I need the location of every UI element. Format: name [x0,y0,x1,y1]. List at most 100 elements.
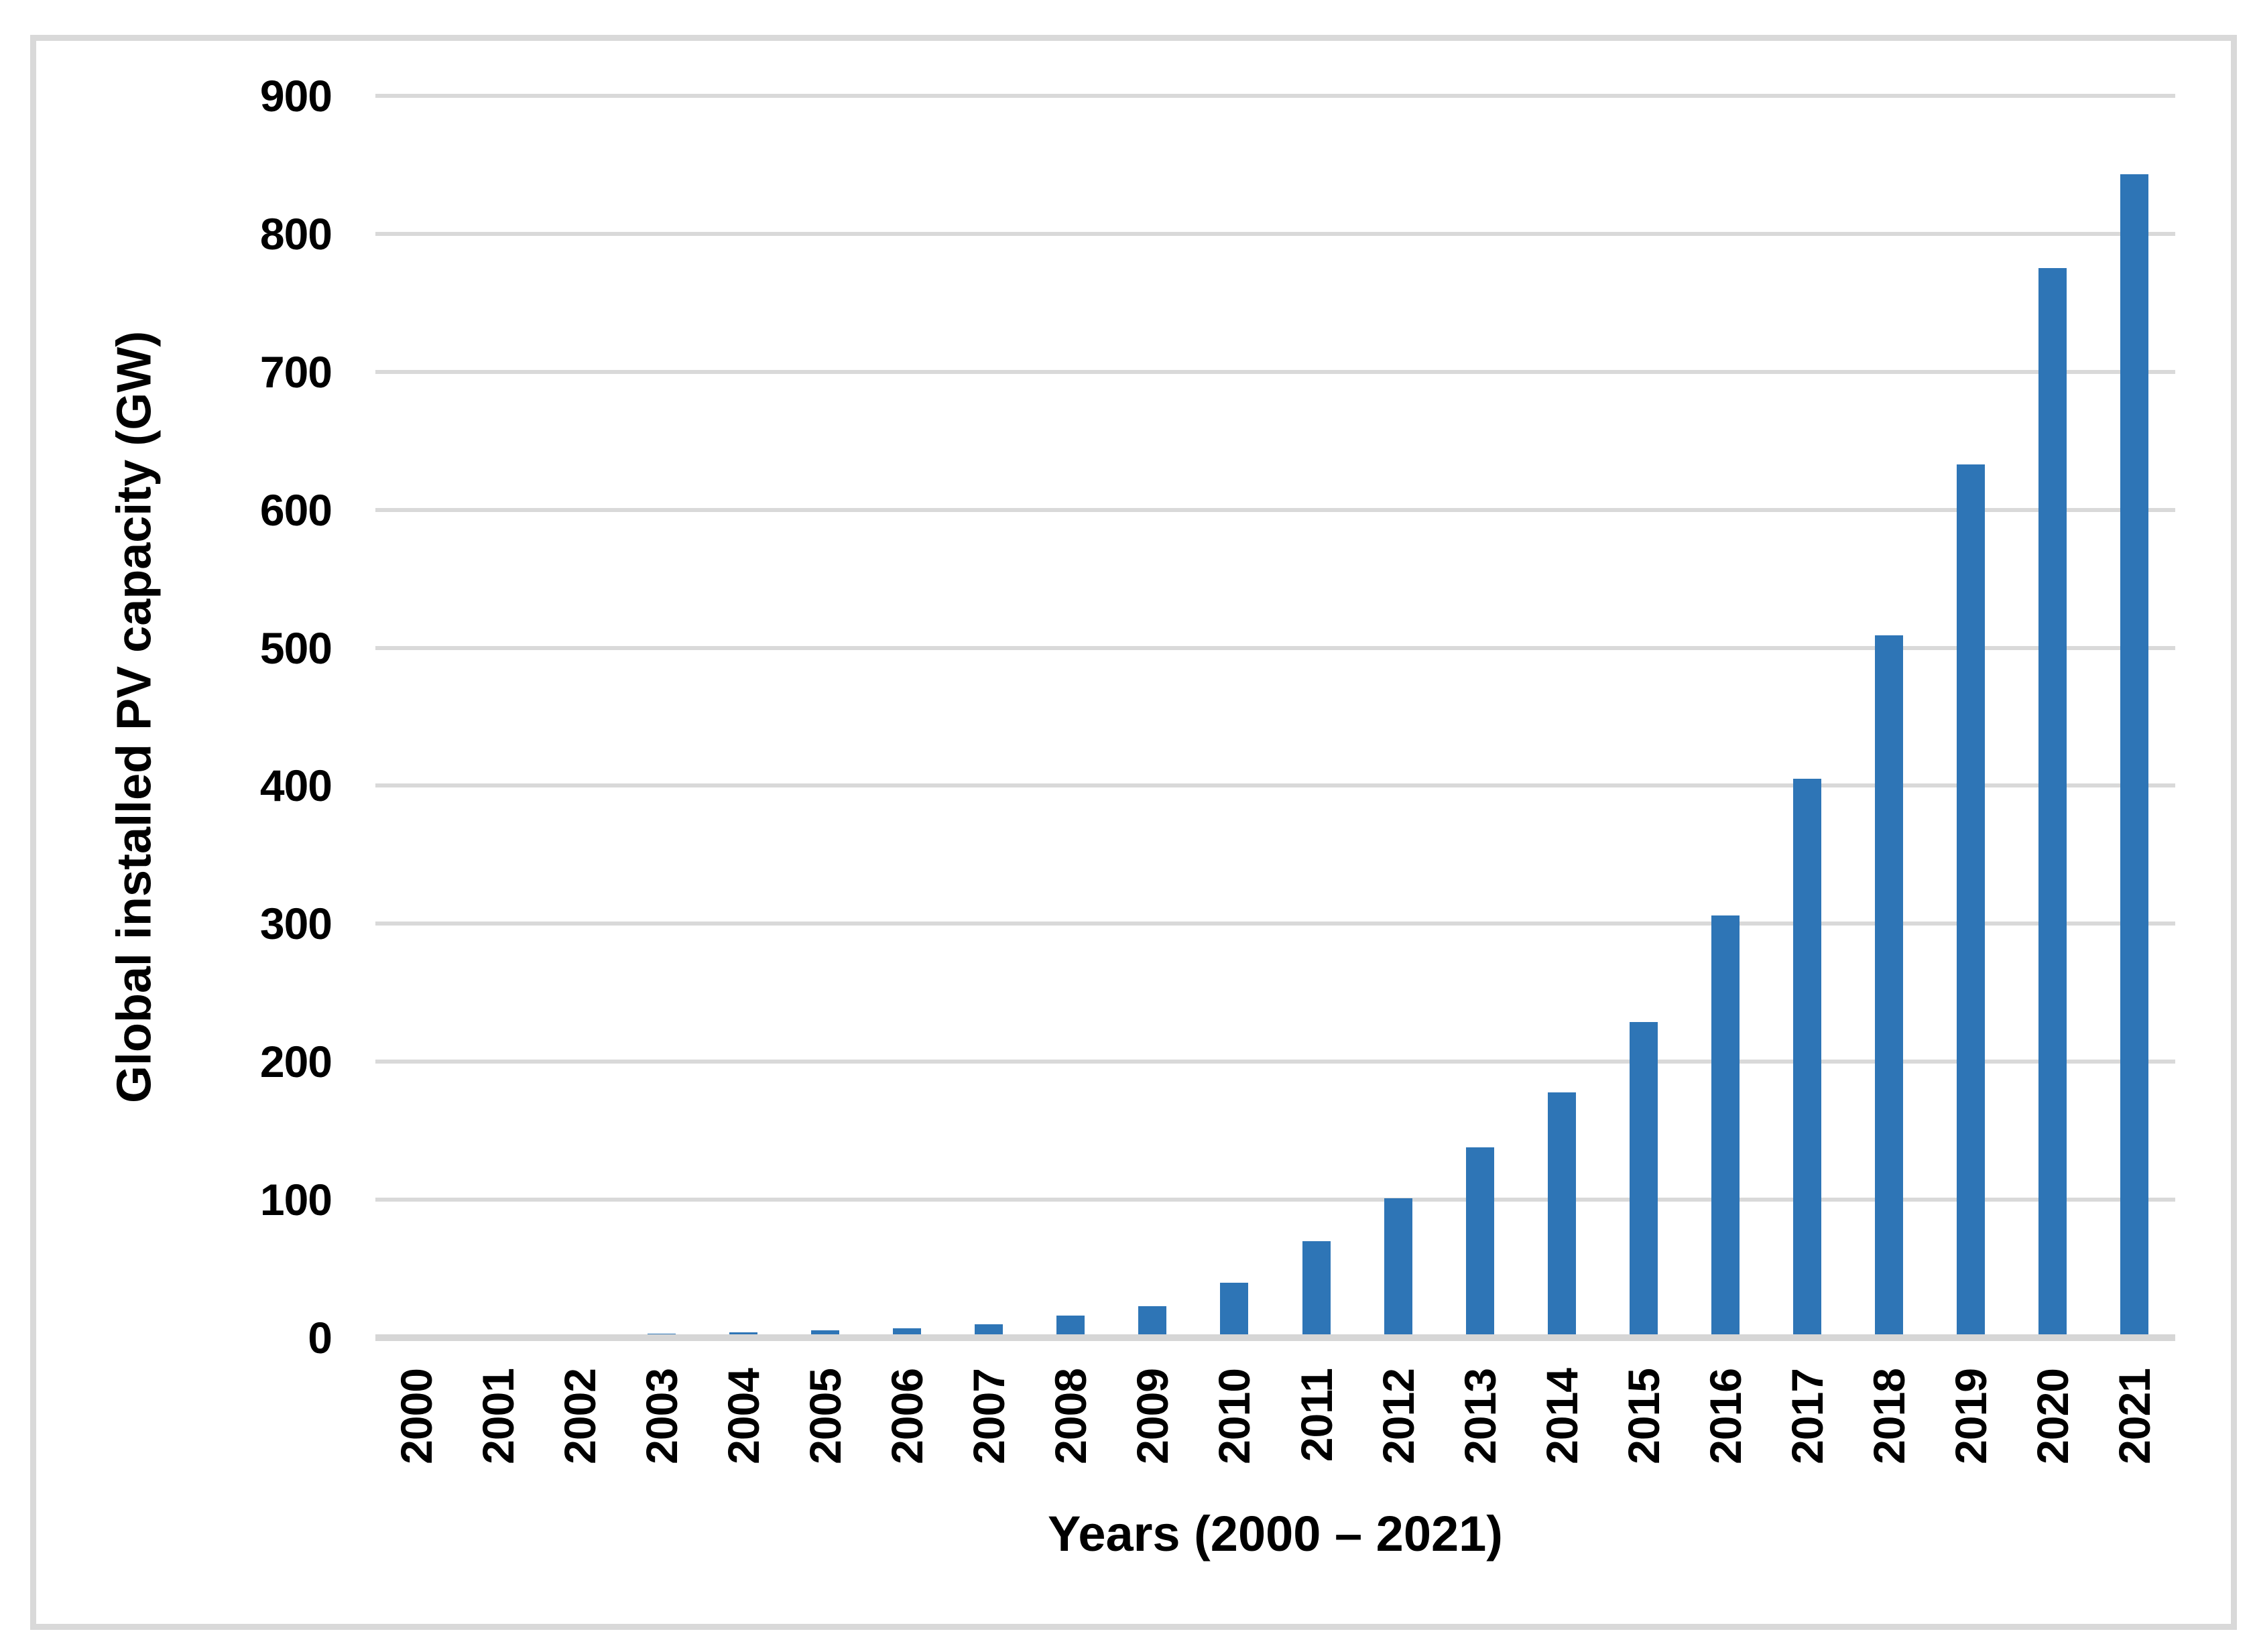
x-tick-label: 2015 [1618,1369,1668,1464]
bar [1384,1198,1412,1338]
x-tick-label: 2012 [1373,1369,1423,1464]
bar-slot [1111,96,1193,1338]
y-tick-label: 800 [259,208,332,259]
bar-slot [784,96,866,1338]
bar [1220,1282,1249,1338]
bar [1711,915,1740,1338]
bar-slot [703,96,784,1338]
x-axis-line [375,1334,2175,1341]
x-tick-slot: 2008 [1030,1369,1111,1492]
x-tick-slot: 2013 [1439,1369,1521,1492]
x-tick-label: 2013 [1455,1369,1505,1464]
x-tick-slot: 2004 [703,1369,784,1492]
bar [2038,268,2067,1338]
chart-frame [30,35,2237,1630]
y-gridline [375,645,2175,650]
x-tick-label: 2016 [1700,1369,1750,1464]
y-tick-label: 100 [259,1175,332,1225]
y-tick-label: 600 [259,485,332,535]
y-gridline [375,922,2175,926]
bar-slot [2093,96,2175,1338]
x-tick-slot: 2009 [1111,1369,1193,1492]
y-gridline [375,94,2175,98]
y-tick-label: 700 [259,346,332,397]
x-tick-slot: 2011 [1276,1369,1357,1492]
x-tick-label: 2002 [555,1369,605,1464]
x-tick-label: 2005 [800,1369,851,1464]
bar [1956,464,1985,1338]
bar-slot [1439,96,1521,1338]
x-tick-label: 2018 [1864,1369,1914,1464]
bar [2120,174,2148,1338]
bar [1138,1306,1167,1338]
x-tick-slot: 2001 [457,1369,539,1492]
bar-slot [375,96,457,1338]
x-tick-slot: 2014 [1521,1369,1603,1492]
y-gridline [375,369,2175,374]
x-axis-tick-labels: 2000 2001 2002 2003 2004 2005 2006 2007 2008 2009… [375,1369,2175,1492]
bar [1302,1241,1331,1338]
bar [1056,1316,1085,1338]
y-gridline [375,231,2175,236]
bar-slot [621,96,703,1338]
y-tick-label: 500 [259,623,332,673]
bar-slot [866,96,948,1338]
x-tick-slot: 2018 [1848,1369,1930,1492]
x-tick-label: 2000 [391,1369,442,1464]
plot-area [375,94,2175,1341]
x-tick-label: 2007 [964,1369,1014,1464]
bar-slot [2012,96,2093,1338]
x-tick-slot: 2017 [1766,1369,1848,1492]
x-tick-label: 2020 [2027,1369,2077,1464]
x-tick-label: 2001 [473,1369,524,1464]
bar-slot [1357,96,1439,1338]
y-tick-label: 400 [259,761,332,811]
x-tick-slot: 2002 [539,1369,621,1492]
y-tick-label: 900 [259,71,332,121]
bar [1547,1092,1576,1338]
bar-slot [1766,96,1848,1338]
y-tick-label: 200 [259,1037,332,1087]
x-tick-slot: 2021 [2093,1369,2175,1492]
x-tick-label: 2011 [1291,1369,1341,1462]
x-tick-label: 2008 [1046,1369,1096,1464]
bar-slot [1030,96,1111,1338]
y-tick-label: 300 [259,899,332,949]
x-tick-slot: 2005 [784,1369,866,1492]
y-axis-tick-labels: 0 100 200 300 400 500 600 700 800 900 [0,74,332,1360]
bar-slot [1193,96,1275,1338]
x-tick-slot: 2019 [1930,1369,2012,1492]
x-tick-slot: 2020 [2012,1369,2093,1492]
x-tick-label: 2009 [1128,1369,1178,1464]
x-tick-label: 2017 [1782,1369,1832,1464]
y-gridline [375,1198,2175,1202]
bar-slot [539,96,621,1338]
y-tick-label: 0 [308,1313,332,1362]
x-tick-label: 2010 [1209,1369,1260,1464]
bar-slot [1603,96,1685,1338]
x-tick-slot: 2000 [375,1369,457,1492]
bar-slot [1521,96,1603,1338]
bar-slot [948,96,1030,1338]
bar [1792,779,1821,1338]
bar [1629,1021,1658,1338]
y-gridline [375,1060,2175,1064]
x-tick-label: 2006 [882,1369,932,1464]
x-tick-label: 2021 [2110,1369,2159,1464]
x-tick-slot: 2012 [1357,1369,1439,1492]
bar [811,1330,840,1338]
bar-slot [1848,96,1930,1338]
x-tick-slot: 2007 [948,1369,1030,1492]
x-tick-label: 2014 [1536,1369,1587,1464]
bar-slot [457,96,539,1338]
x-tick-slot: 2010 [1193,1369,1275,1492]
bar [1874,635,1903,1338]
x-tick-slot: 2016 [1685,1369,1766,1492]
x-tick-label: 2019 [1945,1369,1996,1464]
x-tick-label: 2004 [719,1369,769,1464]
bar-series [375,96,2175,1338]
x-tick-slot: 2015 [1603,1369,1685,1492]
bar-slot [1685,96,1766,1338]
x-tick-slot: 2006 [866,1369,948,1492]
